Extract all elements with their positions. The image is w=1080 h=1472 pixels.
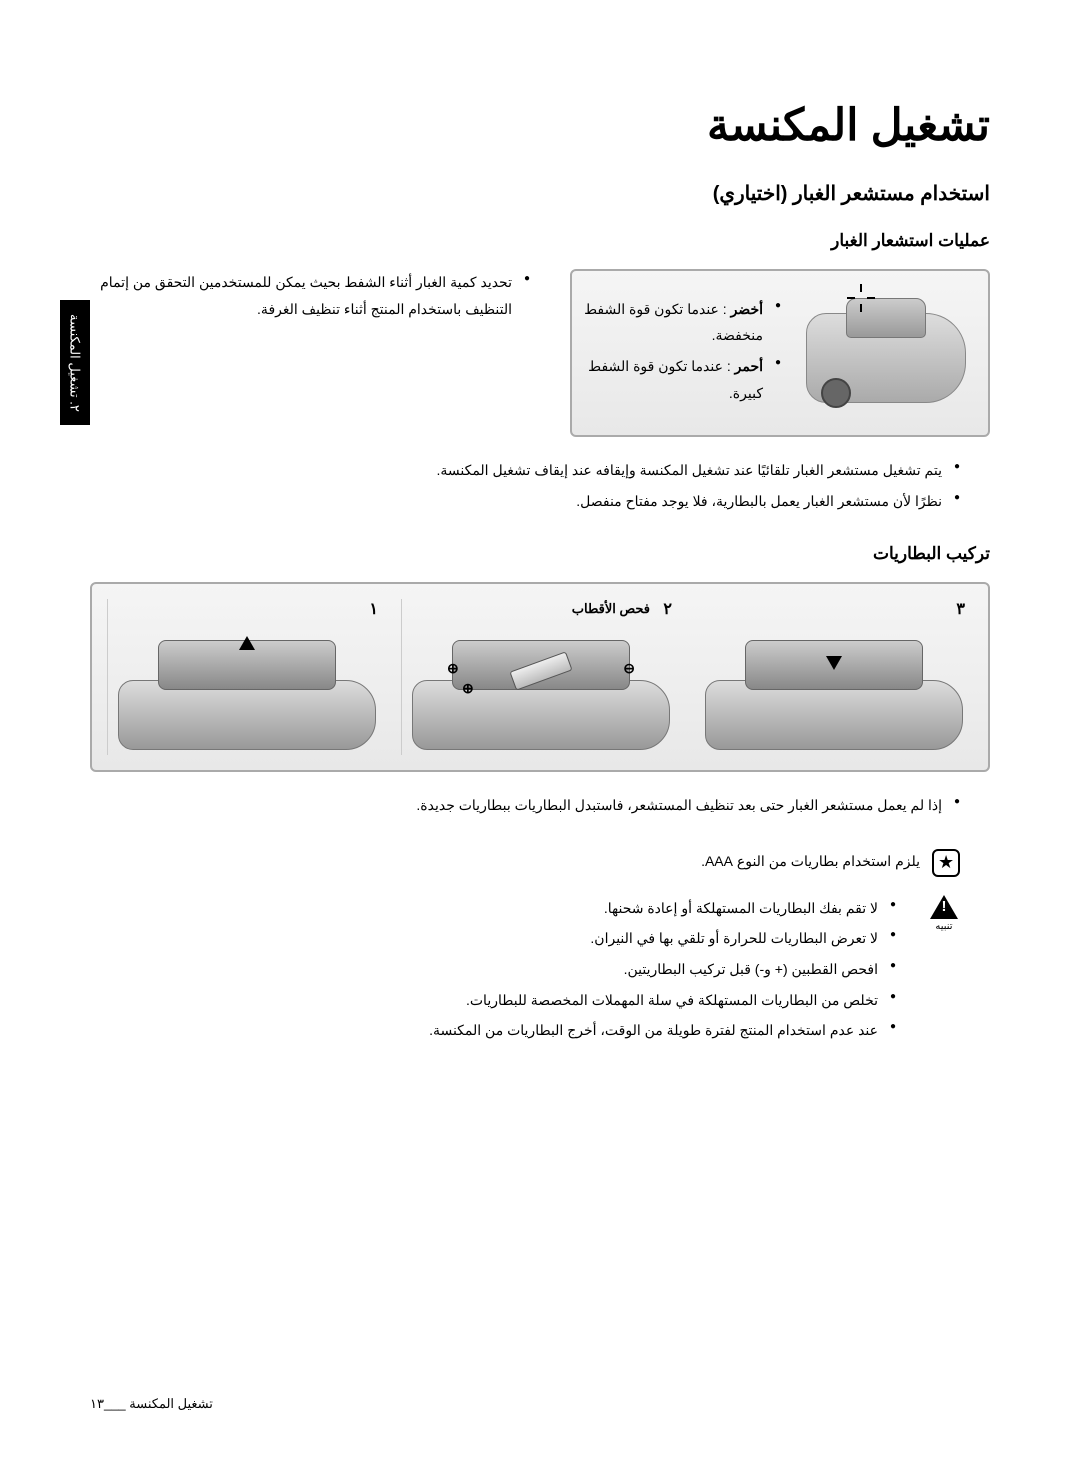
intro-text: تحديد كمية الغبار أثناء الشفط بحيث يمكن … — [90, 269, 530, 322]
replace-battery-note: إذا لم يعمل مستشعر الغبار حتى بعد تنظيف … — [90, 792, 960, 819]
warn-3: افحص القطبين (+ و-) قبل تركيب البطاريتين… — [90, 956, 896, 983]
sensor-figure: أخضر : عندما تكون قوة الشفط منخفضة. أحمر… — [570, 269, 990, 437]
warning-block: تنبيه لا تقم بفك البطاريات المستهلكة أو … — [90, 895, 960, 1048]
warn-1: لا تقم بفك البطاريات المستهلكة أو إعادة … — [90, 895, 896, 922]
subsection-batteries: تركيب البطاريات — [90, 544, 990, 564]
battery-note: إذا لم يعمل مستشعر الغبار حتى بعد تنظيف … — [90, 792, 990, 819]
battery-figure: ٣ ٢ فحص الأقطاب ⊕ ⊖ ⊕ ١ — [90, 582, 990, 772]
warn-2: لا تعرض البطاريات للحرارة أو تلقي بها في… — [90, 925, 896, 952]
red-indicator: أحمر : عندما تكون قوة الشفط كبيرة. — [584, 353, 781, 406]
panel-1: ١ — [107, 599, 386, 755]
page-footer: تشغيل المكنسة ___١٣ — [90, 1396, 213, 1412]
warn-4: تخلص من البطاريات المستهلكة في سلة المهم… — [90, 987, 896, 1014]
warning-icon: تنبيه — [928, 895, 960, 932]
sidebar-tab: ٢. تشغيل المكنسة — [60, 300, 90, 425]
warn-5: عند عدم استخدام المنتج لفترة طويلة من ال… — [90, 1017, 896, 1044]
aaa-note: ★ يلزم استخدام بطاريات من النوع AAA. — [90, 849, 960, 877]
green-indicator: أخضر : عندما تكون قوة الشفط منخفضة. — [584, 296, 781, 349]
vacuum-illustration — [796, 283, 976, 423]
panel-3: ٣ — [695, 599, 973, 755]
subsection-dust-sensing: عمليات استشعار الغبار — [90, 231, 990, 251]
note-no-switch: نظرًا لأن مستشعر الغبار يعمل بالبطارية، … — [90, 488, 960, 515]
panel-2: ٢ فحص الأقطاب ⊕ ⊖ ⊕ — [401, 599, 680, 755]
star-icon: ★ — [932, 849, 960, 877]
sensor-notes: يتم تشغيل مستشعر الغبار تلقائيًا عند تشغ… — [90, 457, 990, 514]
section-title: استخدام مستشعر الغبار (اختياري) — [90, 181, 990, 206]
intro-block: تحديد كمية الغبار أثناء الشفط بحيث يمكن … — [90, 269, 990, 437]
page-title: تشغيل المكنسة — [90, 100, 990, 151]
note-auto-on: يتم تشغيل مستشعر الغبار تلقائيًا عند تشغ… — [90, 457, 960, 484]
